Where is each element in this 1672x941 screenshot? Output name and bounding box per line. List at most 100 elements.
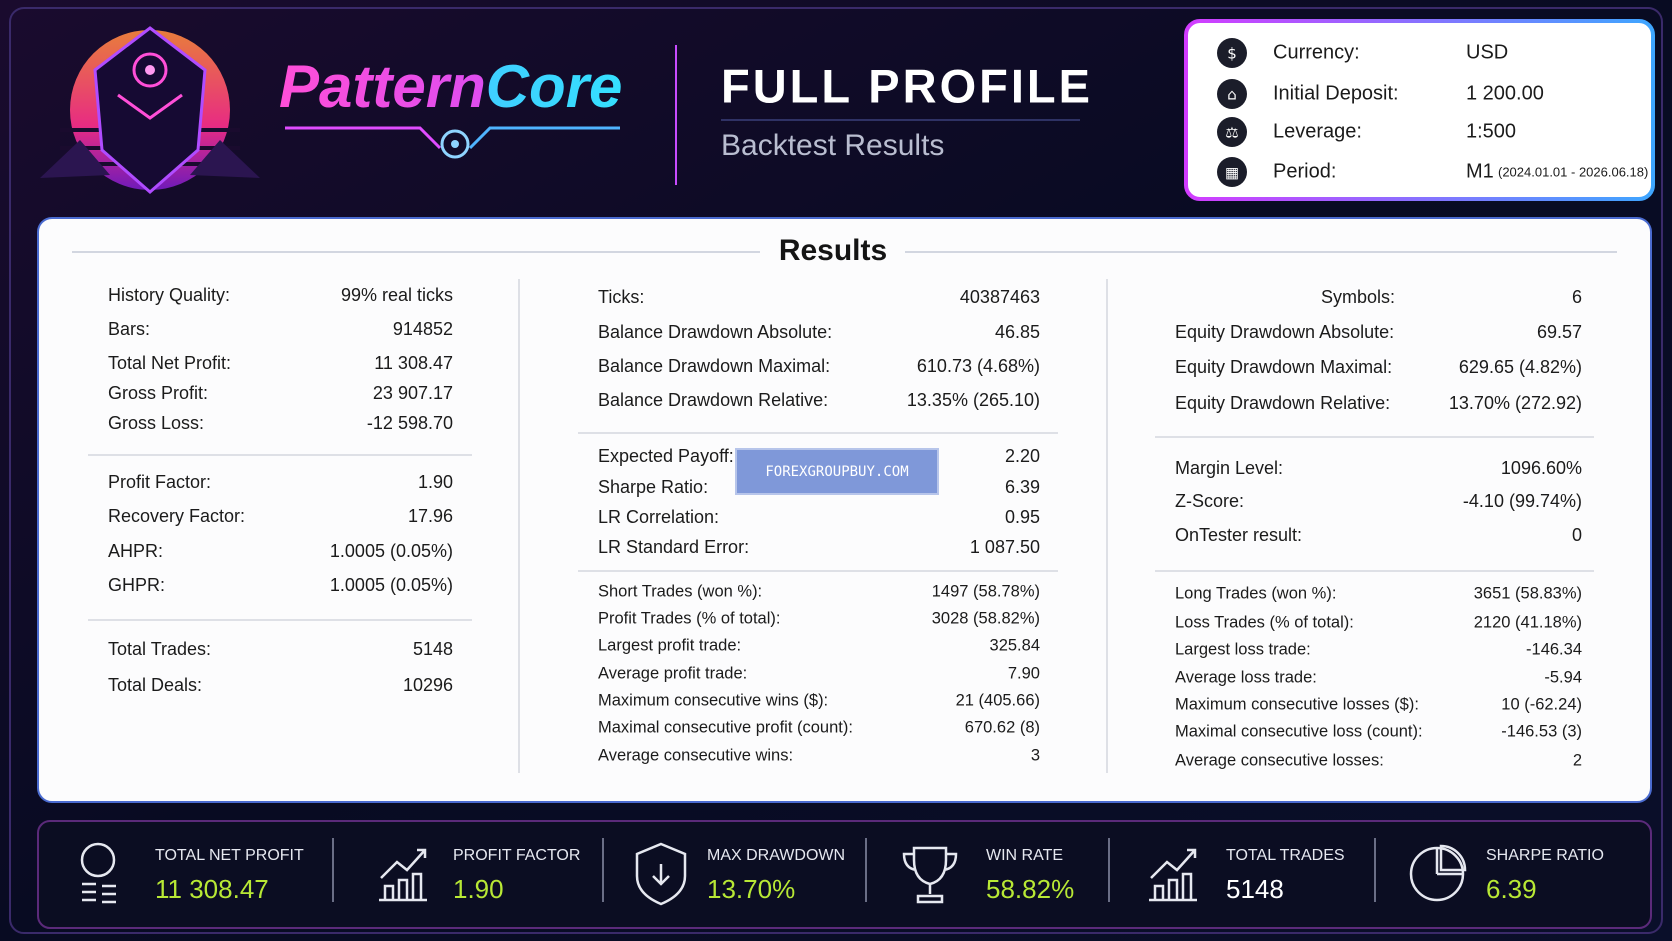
row-label: Maximum consecutive losses ($): [1175, 695, 1419, 713]
row-label: Sharpe Ratio: [598, 477, 708, 497]
row-label: Gross Profit: [108, 383, 208, 403]
row-value: 914852 [393, 319, 453, 339]
icon-part [82, 882, 116, 904]
row-value: -146.34 [1526, 640, 1582, 658]
brand-ornament [285, 126, 620, 159]
row-value: 0 [1572, 525, 1582, 545]
row-label: Expected Payoff: [598, 446, 734, 466]
stat-value: 6.39 [1486, 874, 1537, 904]
row-label: Total Trades: [108, 639, 211, 659]
row-value: 10 (-62.24) [1501, 695, 1582, 713]
row-label: Ticks: [598, 287, 644, 307]
stats-icon [80, 842, 116, 904]
info-icon [1217, 117, 1247, 147]
row-label: Total Deals: [108, 675, 202, 695]
row-value: 1497 (58.78%) [932, 582, 1040, 600]
stats-icon [1149, 848, 1197, 902]
row-value: 629.65 (4.82%) [1459, 357, 1582, 377]
stat-value: 11 308.47 [155, 874, 269, 904]
row-value: 3 [1031, 746, 1040, 764]
row-value: 0.95 [1005, 507, 1040, 527]
row-label: Average profit trade: [598, 664, 747, 682]
info-icon [1217, 79, 1247, 109]
stats-icon [902, 846, 958, 904]
row-label: LR Standard Error: [598, 537, 749, 557]
info-icon [1217, 157, 1247, 187]
info-label: Initial Deposit: [1273, 82, 1399, 104]
row-value: 2120 (41.18%) [1474, 613, 1582, 631]
stat-label: TOTAL NET PROFIT [155, 847, 304, 864]
row-label: Short Trades (won %): [598, 582, 762, 600]
row-value: 3651 (58.83%) [1474, 584, 1582, 602]
row-value: 610.73 (4.68%) [917, 356, 1040, 376]
row-value: 1.0005 (0.05%) [330, 575, 453, 595]
info-label: Leverage: [1273, 120, 1362, 142]
row-value: 13.35% (265.10) [907, 390, 1040, 410]
stat-label: SHARPE RATIO [1486, 847, 1604, 864]
row-label: Maximal consecutive loss (count): [1175, 722, 1423, 740]
brand-part: Pattern [279, 53, 486, 120]
icon-part [80, 842, 116, 878]
row-value: 1 087.50 [970, 537, 1040, 557]
stat-value: 1.90 [453, 874, 504, 904]
brand-part: Core [486, 53, 623, 120]
row-value: -5.94 [1544, 668, 1582, 686]
row-value: 40387463 [960, 287, 1040, 307]
row-value: 2.20 [1005, 446, 1040, 466]
row-value: 6.39 [1005, 477, 1040, 497]
row-label: Recovery Factor: [108, 506, 245, 526]
info-detail: (2024.01.01 - 2026.06.18) [1498, 164, 1648, 179]
row-label: AHPR: [108, 541, 163, 561]
row-label: LR Correlation: [598, 507, 719, 527]
logo-art [40, 26, 260, 194]
row-label: Equity Drawdown Maximal: [1175, 357, 1392, 377]
info-icon [1217, 38, 1247, 68]
row-value: 21 (405.66) [956, 691, 1040, 709]
stat-value: 13.70% [707, 874, 795, 904]
info-value: M1 [1466, 160, 1494, 182]
stats-icon [379, 848, 427, 902]
results-panel [37, 217, 1652, 803]
icon-part [902, 846, 958, 904]
row-value: 1.90 [418, 472, 453, 492]
row-value: 3028 (58.82%) [932, 609, 1040, 627]
row-label: OnTester result: [1175, 525, 1302, 545]
row-label: Balance Drawdown Maximal: [598, 356, 830, 376]
stat-label: MAX DRAWDOWN [707, 847, 845, 864]
stat-value: 58.82% [986, 874, 1074, 904]
icon-part [635, 842, 687, 906]
row-value: -12 598.70 [367, 413, 453, 433]
row-label: Largest loss trade: [1175, 640, 1311, 658]
row-label: Total Net Profit: [108, 353, 231, 373]
row-label: Long Trades (won %): [1175, 584, 1336, 602]
row-value: 1.0005 (0.05%) [330, 541, 453, 561]
row-label: Average consecutive wins: [598, 746, 793, 764]
info-list: $ Currency: USD ⌂ Initial Deposit: 1 200.00 ⚖ L… [1217, 38, 1648, 187]
row-label: Margin Level: [1175, 458, 1283, 478]
frame [9, 7, 1663, 934]
row-value: 2 [1573, 751, 1582, 769]
info-value: 1 200.00 [1466, 82, 1544, 104]
row-value: 325.84 [990, 636, 1040, 654]
brand: PatternCore [279, 53, 622, 120]
stat-label: WIN RATE [986, 847, 1063, 864]
row-label: Maximum consecutive wins ($): [598, 691, 828, 709]
row-label: Profit Trades (% of total): [598, 609, 780, 627]
row-label: Equity Drawdown Absolute: [1175, 322, 1394, 342]
info-label: Currency: [1273, 41, 1360, 63]
stats-bar [37, 820, 1652, 929]
row-label: History Quality: [108, 285, 230, 305]
row-value: 6 [1572, 287, 1582, 307]
row-value: 17.96 [408, 506, 453, 526]
info-icon-glyph: ▦ [1225, 164, 1239, 182]
row-label: Average consecutive losses: [1175, 751, 1384, 769]
stats-list: TOTAL NET PROFIT 11 308.47 PROFIT FACTOR 1.… [80, 838, 1604, 906]
stat-label: TOTAL TRADES [1226, 847, 1345, 864]
row-value: 46.85 [995, 322, 1040, 342]
watermark: FOREXGROUPBUY.COM [765, 464, 908, 480]
info-label: Period: [1273, 160, 1336, 182]
row-value: 23 907.17 [373, 383, 453, 403]
icon-part [379, 848, 427, 902]
row-label: Largest profit trade: [598, 636, 741, 654]
